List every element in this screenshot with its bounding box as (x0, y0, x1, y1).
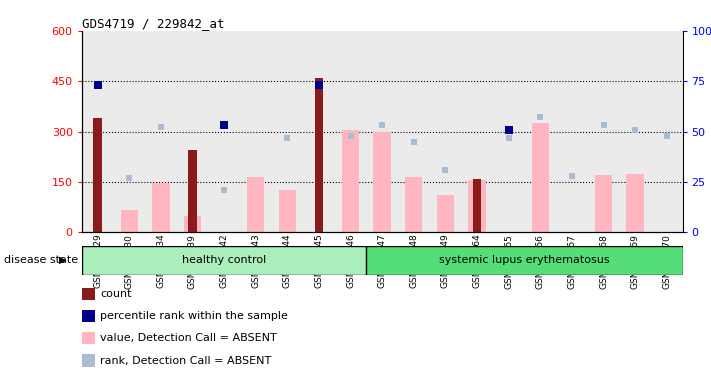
Bar (120, 210, 138, 232)
Text: count: count (100, 289, 132, 299)
Text: systemic lupus erythematosus: systemic lupus erythematosus (439, 255, 610, 265)
Bar (473, 179, 481, 232)
Bar (588, 31, 619, 232)
Text: ▶: ▶ (58, 255, 66, 265)
Bar (651, 31, 683, 232)
Text: rank, Detection Call = ABSENT: rank, Detection Call = ABSENT (100, 356, 272, 366)
Bar (188, 150, 197, 232)
Bar (342, 130, 359, 232)
Bar (626, 174, 644, 232)
Bar (82, 31, 113, 232)
Bar (314, 78, 324, 232)
Bar (82, 246, 366, 275)
Bar (429, 31, 461, 232)
Bar (113, 31, 145, 232)
Text: value, Detection Call = ABSENT: value, Detection Call = ABSENT (100, 333, 277, 343)
Bar (532, 123, 549, 232)
Bar (366, 246, 683, 275)
Text: healthy control: healthy control (182, 255, 266, 265)
Bar (461, 31, 493, 232)
Bar (240, 31, 272, 232)
Bar (303, 31, 335, 232)
Bar (183, 215, 201, 232)
Bar (247, 177, 264, 232)
Bar (279, 190, 296, 232)
Text: percentile rank within the sample: percentile rank within the sample (100, 311, 288, 321)
Bar (373, 131, 391, 232)
Text: GDS4719 / 229842_at: GDS4719 / 229842_at (82, 17, 224, 30)
Bar (366, 31, 398, 232)
Bar (176, 31, 208, 232)
Bar (469, 180, 486, 232)
Bar (525, 31, 556, 232)
Bar (556, 31, 588, 232)
Bar (93, 118, 102, 232)
Bar (152, 183, 169, 232)
Bar (595, 175, 612, 232)
Bar (208, 31, 240, 232)
Bar (619, 31, 651, 232)
Bar (405, 177, 422, 232)
Bar (335, 31, 366, 232)
Bar (145, 31, 176, 232)
Bar (272, 31, 303, 232)
Text: disease state: disease state (4, 255, 77, 265)
Bar (493, 31, 525, 232)
Bar (437, 195, 454, 232)
Bar (398, 31, 429, 232)
